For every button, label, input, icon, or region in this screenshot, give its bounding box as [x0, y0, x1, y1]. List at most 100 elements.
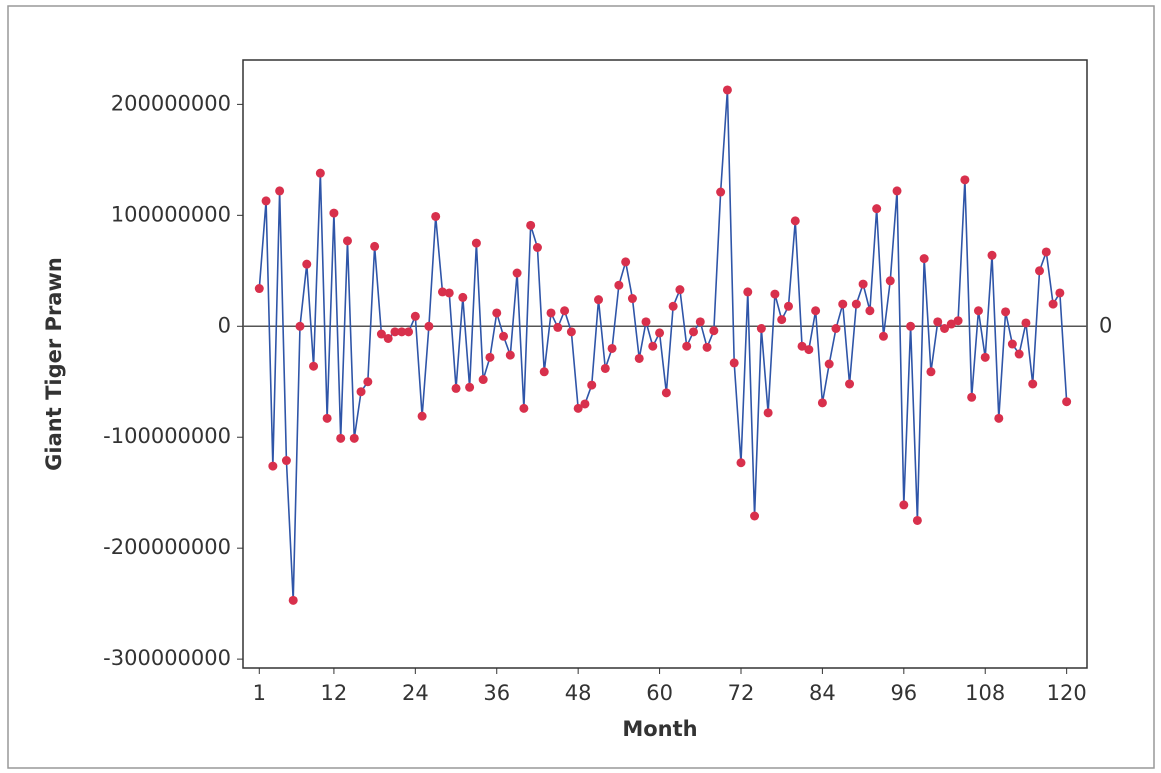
data-point [912, 515, 922, 525]
data-point [336, 433, 346, 443]
data-point [519, 403, 529, 413]
data-point [831, 323, 841, 333]
data-point [315, 168, 325, 178]
data-point [594, 295, 604, 305]
data-point [872, 204, 882, 214]
data-point [655, 328, 665, 338]
x-tick-label: 120 [1047, 681, 1087, 705]
x-tick-label: 48 [565, 681, 592, 705]
data-point [458, 292, 468, 302]
y-tick-label: 200000000 [111, 91, 231, 115]
data-point [600, 363, 610, 373]
data-point [763, 408, 773, 418]
data-point [1001, 307, 1011, 317]
reference-label: 0 [1099, 313, 1112, 337]
data-point [682, 341, 692, 351]
data-point [1055, 288, 1065, 298]
data-point [668, 301, 678, 311]
data-point [621, 257, 631, 267]
data-point [960, 175, 970, 185]
data-point [750, 511, 760, 521]
data-point [756, 323, 766, 333]
x-tick-label: 60 [646, 681, 673, 705]
data-point [892, 186, 902, 196]
data-point [838, 299, 848, 309]
data-point [363, 377, 373, 387]
data-point [878, 331, 888, 341]
data-point [322, 413, 332, 423]
y-tick-label: -200000000 [103, 535, 231, 559]
data-point [688, 327, 698, 337]
data-point [1048, 299, 1058, 309]
data-point [532, 243, 542, 253]
data-point [410, 311, 420, 321]
data-point [512, 268, 522, 278]
data-point [953, 316, 963, 326]
data-point [1021, 318, 1031, 328]
data-point [444, 288, 454, 298]
data-point [295, 321, 305, 331]
data-point [553, 322, 563, 332]
data-point [702, 342, 712, 352]
data-point [404, 327, 414, 337]
data-point [994, 413, 1004, 423]
data-point [281, 456, 291, 466]
data-point [607, 343, 617, 353]
data-point [1041, 247, 1051, 257]
data-point [288, 595, 298, 605]
data-point [587, 380, 597, 390]
data-point [451, 383, 461, 393]
x-tick-label: 12 [321, 681, 348, 705]
data-point [492, 308, 502, 318]
data-point [899, 500, 909, 510]
data-point [641, 317, 651, 327]
data-point [804, 345, 814, 355]
x-tick-label: 96 [890, 681, 917, 705]
data-point [770, 289, 780, 299]
data-point [431, 211, 441, 221]
data-point [919, 254, 929, 264]
data-point [342, 236, 352, 246]
data-point [1014, 349, 1024, 359]
data-point [973, 306, 983, 316]
data-point [926, 367, 936, 377]
data-point [858, 279, 868, 289]
data-point [390, 327, 400, 337]
data-point [980, 352, 990, 362]
data-point [695, 317, 705, 327]
data-point [736, 458, 746, 468]
data-point [465, 382, 475, 392]
data-point [777, 315, 787, 325]
x-tick-label: 24 [402, 681, 429, 705]
data-point [797, 341, 807, 351]
data-point [783, 301, 793, 311]
data-point [254, 284, 264, 294]
data-point [614, 280, 624, 290]
data-point [397, 327, 407, 337]
plot-frame [242, 59, 1088, 669]
data-point [349, 433, 359, 443]
data-point [471, 238, 481, 248]
x-tick-label: 36 [483, 681, 510, 705]
data-point [851, 299, 861, 309]
data-point [261, 196, 271, 206]
data-point [743, 287, 753, 297]
data-point [478, 375, 488, 385]
x-tick-label: 84 [809, 681, 836, 705]
data-point [716, 187, 726, 197]
data-point [627, 294, 637, 304]
data-point [940, 323, 950, 333]
y-axis-label: Giant Tiger Prawn [42, 257, 66, 471]
data-point [370, 241, 380, 251]
data-point [526, 220, 536, 230]
data-point [722, 85, 732, 95]
data-point [546, 308, 556, 318]
data-point [1007, 339, 1017, 349]
data-point [661, 388, 671, 398]
y-tick-label: 100000000 [111, 202, 231, 226]
x-tick-label: 108 [965, 681, 1005, 705]
data-point [845, 379, 855, 389]
data-point [729, 358, 739, 368]
data-point [560, 306, 570, 316]
data-point [675, 285, 685, 295]
